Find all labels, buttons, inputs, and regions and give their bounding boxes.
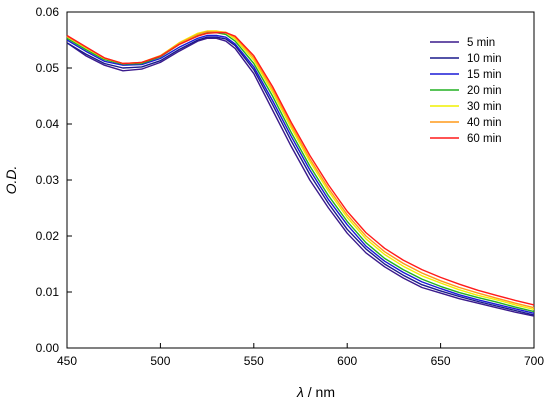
- x-axis-title-symbol: λ: [296, 384, 304, 400]
- series-line-3: [66, 32, 535, 313]
- legend-label: 30 min: [467, 101, 502, 113]
- legend-label: 10 min: [467, 53, 502, 65]
- x-tick-label: 550: [244, 354, 264, 368]
- legend-label: 60 min: [467, 133, 502, 145]
- series-line-6: [66, 32, 535, 306]
- y-tick-label: 0.01: [36, 285, 60, 299]
- series-line-0: [66, 37, 535, 317]
- y-tick-label: 0.00: [36, 341, 60, 355]
- legend-label: 5 min: [467, 37, 495, 49]
- y-axis-title: O.D.: [3, 166, 19, 195]
- legend: 5 min 10 min 15 min 20 min 30 min 40 min 60 mi…: [430, 37, 502, 145]
- legend-label: 15 min: [467, 69, 502, 81]
- y-axis-ticks: 0.00 0.01 0.02 0.03 0.04 0.05 0.06: [36, 5, 72, 355]
- x-tick-label: 700: [524, 354, 544, 368]
- legend-label: 40 min: [467, 117, 502, 129]
- y-tick-label: 0.06: [36, 5, 60, 19]
- series-line-4: [66, 30, 535, 311]
- y-tick-label: 0.04: [36, 117, 60, 131]
- y-tick-label: 0.03: [36, 173, 60, 187]
- series-line-2: [66, 34, 535, 314]
- legend-label: 20 min: [467, 85, 502, 97]
- x-tick-label: 500: [150, 354, 170, 368]
- x-tick-label: 600: [337, 354, 357, 368]
- x-axis-ticks: 450 500 550 600 650 700: [57, 343, 544, 368]
- y-tick-label: 0.05: [36, 61, 60, 75]
- x-axis-title: λ / nm: [296, 384, 335, 400]
- y-tick-label: 0.02: [36, 229, 60, 243]
- series-line-1: [66, 36, 535, 316]
- series-line-5: [66, 30, 535, 309]
- x-tick-label: 450: [57, 354, 77, 368]
- series-lines: [66, 30, 535, 317]
- x-axis-title-unit: / nm: [304, 384, 335, 400]
- x-tick-label: 650: [431, 354, 451, 368]
